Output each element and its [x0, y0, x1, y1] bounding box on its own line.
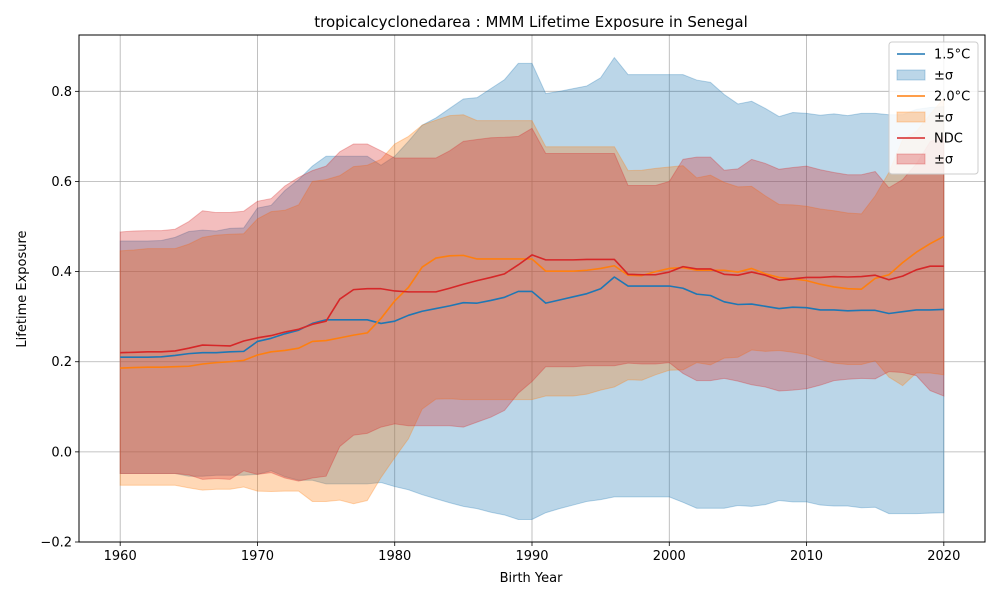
band-series-0 — [119, 56, 945, 520]
legend-band-swatch — [896, 69, 926, 81]
x-tick-label: 1990 — [515, 549, 548, 564]
legend-entry: ±σ — [934, 111, 953, 126]
y-tick-label: 0.4 — [51, 265, 72, 280]
y-tick-label: 0.6 — [51, 175, 72, 190]
legend-box — [888, 41, 979, 175]
y-ticks: −0.2 0.0 0.2 0.4 0.6 0.8 — [40, 85, 79, 551]
grid — [79, 35, 985, 543]
y-tick-label: 0.2 — [51, 355, 72, 370]
series-lines — [120, 235, 945, 369]
legend-entry: 1.5°C — [934, 48, 970, 63]
y-tick-label: 0.8 — [51, 85, 72, 100]
legend: 1.5°C ±σ 2.0°C ±σ NDC ±σ — [888, 41, 979, 175]
line-series-2 — [120, 254, 944, 354]
band-series-2 — [119, 127, 945, 482]
x-tick-label: 2010 — [790, 549, 823, 564]
legend-entry: ±σ — [934, 153, 953, 168]
line-series-1 — [120, 235, 945, 369]
chart-title: tropicalcyclonedarea : MMM Lifetime Expo… — [314, 13, 748, 31]
band-series-1 — [119, 96, 945, 505]
x-tick-label: 1980 — [378, 549, 411, 564]
legend-entry: 2.0°C — [934, 90, 970, 105]
x-tick-label: 1970 — [241, 549, 274, 564]
x-ticks: 1960 1970 1980 1990 2000 2010 2020 — [104, 542, 960, 564]
y-tick-label: −0.2 — [40, 536, 72, 551]
x-tick-label: 2020 — [927, 549, 960, 564]
x-tick-label: 1960 — [104, 549, 137, 564]
legend-entry: NDC — [934, 132, 963, 147]
y-axis-label: Lifetime Exposure — [15, 230, 30, 347]
legend-band-swatch — [896, 111, 926, 123]
legend-band-swatch — [896, 153, 926, 165]
x-tick-label: 2000 — [653, 549, 686, 564]
x-axis-label: Birth Year — [500, 571, 564, 586]
line-series-0 — [120, 276, 944, 359]
y-tick-label: 0.0 — [51, 445, 72, 460]
std-bands — [119, 56, 945, 520]
legend-entry: ±σ — [934, 69, 953, 84]
